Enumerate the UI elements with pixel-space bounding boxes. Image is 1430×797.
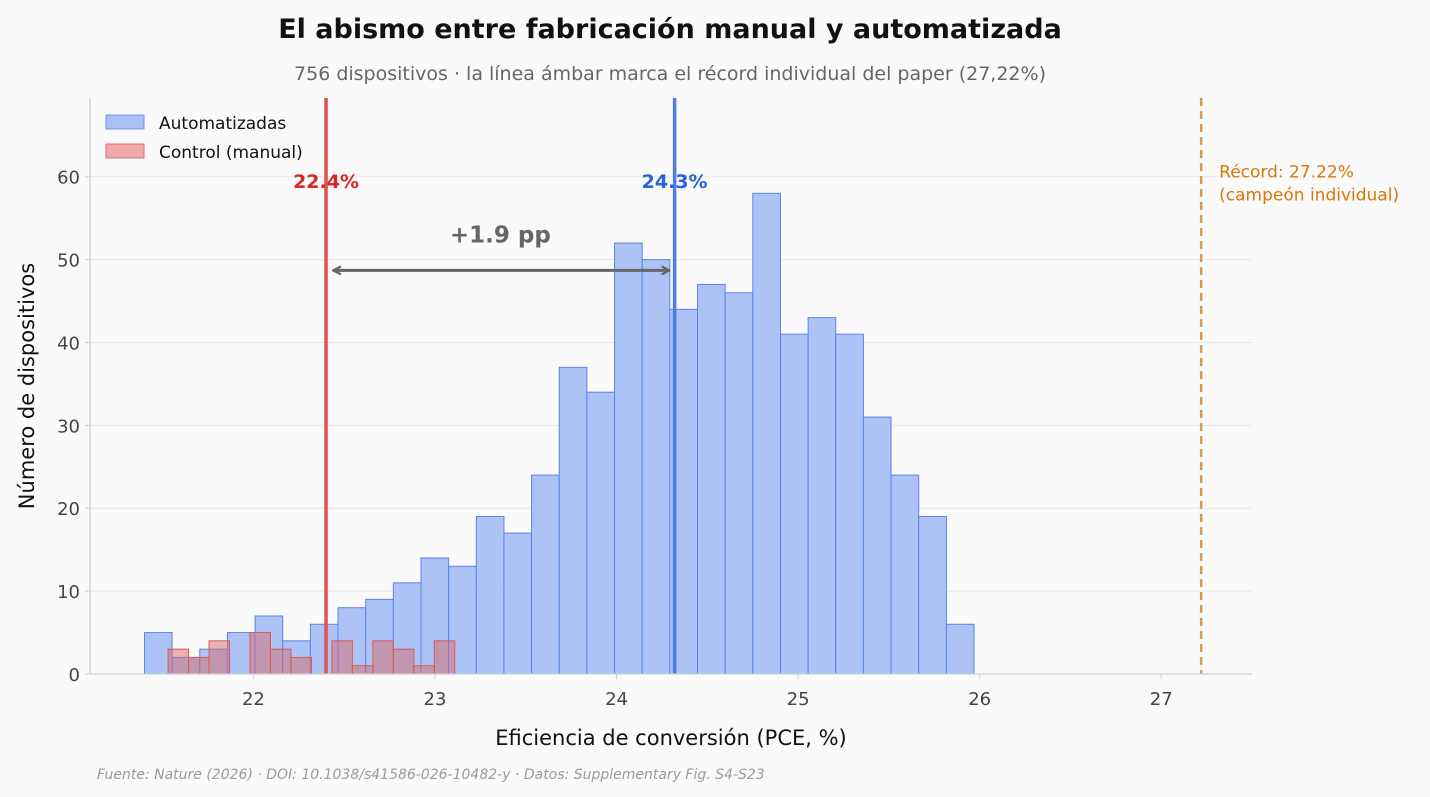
manual-bar-1 — [188, 656, 210, 675]
y-tick-label-60: 60 — [57, 168, 80, 189]
legend-label-automatizadas: Automatizadas — [159, 114, 286, 134]
auto-bar-27 — [890, 474, 920, 675]
auto-bar-28 — [918, 516, 947, 675]
y-tick-label-10: 10 — [57, 582, 80, 603]
axes — [89, 98, 1252, 675]
auto-bar-22 — [752, 192, 781, 675]
manual-bar-6 — [290, 656, 312, 675]
auto-bar-18 — [641, 259, 671, 675]
manual-bar-0 — [167, 648, 190, 675]
manual-bar-11 — [392, 648, 415, 675]
manual-bar-8 — [331, 640, 353, 675]
manual-bar-2 — [208, 640, 231, 675]
auto-bar-29 — [945, 623, 975, 675]
auto-bar-14 — [531, 474, 560, 675]
mean-label-automatizadas: 24.3% — [642, 171, 708, 193]
y-axis-label: Número de dispositivos — [15, 263, 39, 509]
difference-label: +1.9 pp — [450, 222, 551, 248]
x-tick-label-24: 24 — [605, 689, 628, 710]
x-tick-label-26: 26 — [968, 689, 991, 710]
y-tick-label-0: 0 — [69, 665, 80, 686]
series-control-manual — [167, 632, 456, 675]
manual-bar-5 — [269, 648, 292, 675]
chart-title: El abismo entre fabricación manual y aut… — [278, 14, 1062, 45]
tick-labels: 22 23 24 25 26 27 0 10 20 30 40 50 60 — [57, 168, 1173, 710]
source-note: Fuente: Nature (2026) · DOI: 10.1038/s41… — [97, 767, 765, 783]
x-axis-label: Eficiencia de conversión (PCE, %) — [495, 726, 847, 750]
reference-lines — [324, 98, 1203, 674]
manual-bar-10 — [372, 640, 394, 675]
y-tick-label-40: 40 — [57, 333, 80, 354]
legend: Automatizadas Control (manual) — [105, 114, 303, 163]
manual-bar-9 — [351, 665, 374, 675]
legend-label-control-manual: Control (manual) — [159, 143, 303, 163]
auto-bar-20 — [697, 283, 726, 675]
y-tick-label-50: 50 — [57, 251, 80, 272]
auto-bar-15 — [558, 366, 588, 675]
auto-bar-24 — [807, 317, 837, 675]
x-tick-label-27: 27 — [1150, 689, 1173, 710]
x-tick-label-22: 22 — [242, 689, 265, 710]
auto-bar-25 — [835, 333, 864, 675]
series-automatizadas — [143, 192, 975, 675]
auto-bar-17 — [614, 242, 643, 675]
chart-subtitle: 756 dispositivos · la línea ámbar marca … — [294, 63, 1046, 85]
auto-bar-23 — [779, 333, 809, 675]
manual-bar-13 — [433, 640, 456, 675]
manual-bar-4 — [249, 632, 271, 675]
record-label-line1: Récord: 27.22% — [1219, 163, 1354, 183]
legend-swatch-automatizadas — [105, 114, 145, 130]
auto-bar-21 — [724, 292, 754, 675]
x-tick-label-23: 23 — [424, 689, 447, 710]
auto-bar-12 — [475, 516, 505, 675]
mean-label-control: 22.4% — [293, 171, 359, 193]
x-tick-label-25: 25 — [787, 689, 810, 710]
legend-swatch-control-manual — [105, 143, 145, 159]
auto-bar-26 — [862, 416, 892, 675]
record-label-line2: (campeón individual) — [1219, 186, 1399, 206]
y-tick-label-30: 30 — [57, 416, 80, 437]
y-tick-label-20: 20 — [57, 499, 80, 520]
auto-bar-13 — [503, 532, 533, 675]
auto-bar-16 — [586, 391, 616, 675]
manual-bar-12 — [413, 665, 435, 675]
